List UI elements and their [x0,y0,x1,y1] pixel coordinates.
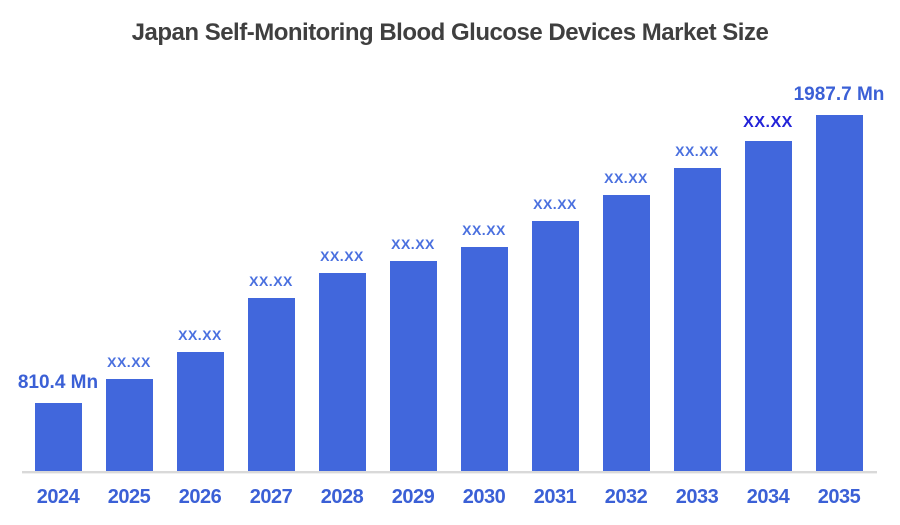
value-label-2025: XX.XX [107,354,151,370]
value-label-2031: XX.XX [533,196,577,212]
value-label-2028: XX.XX [320,248,364,264]
x-axis-label-2033: 2033 [675,486,719,508]
value-label-2024: 810.4 Mn [17,372,99,393]
bar-2032 [602,195,650,471]
value-label-2026: XX.XX [178,327,222,343]
x-axis-label-2034: 2034 [746,486,790,508]
bar-2027 [247,298,295,471]
chart-title: Japan Self-Monitoring Blood Glucose Devi… [131,19,769,46]
value-label-2030: XX.XX [462,222,506,238]
x-axis-label-2024: 2024 [36,486,80,508]
bar-2031 [531,221,579,471]
bar-2026 [176,352,224,471]
x-axis-label-2025: 2025 [107,486,151,508]
x-axis-label-2028: 2028 [320,486,364,508]
x-axis-label-2032: 2032 [604,486,648,508]
bar-2024 [34,403,82,471]
bar-2028 [318,273,366,471]
x-axis-label-2035: 2035 [817,486,861,508]
bar-2033 [673,168,721,471]
x-axis-label-2026: 2026 [178,486,222,508]
value-label-2032: XX.XX [604,170,648,186]
value-label-2033: XX.XX [675,143,719,159]
value-label-2029: XX.XX [391,236,435,252]
x-axis-label-2027: 2027 [249,486,293,508]
value-label-2035: 1987.7 Mn [793,84,885,105]
value-label-2027: XX.XX [249,273,293,289]
bar-2034 [744,141,792,471]
x-axis-label-2029: 2029 [391,486,435,508]
x-axis-label-2031: 2031 [533,486,577,508]
value-label-2034: XX.XX [743,114,793,131]
x-axis-label-2030: 2030 [462,486,506,508]
bar-2029 [389,261,437,471]
bar-2030 [460,247,508,471]
x-axis-line [22,471,877,473]
bar-2035 [815,115,863,471]
bar-2025 [105,379,153,471]
